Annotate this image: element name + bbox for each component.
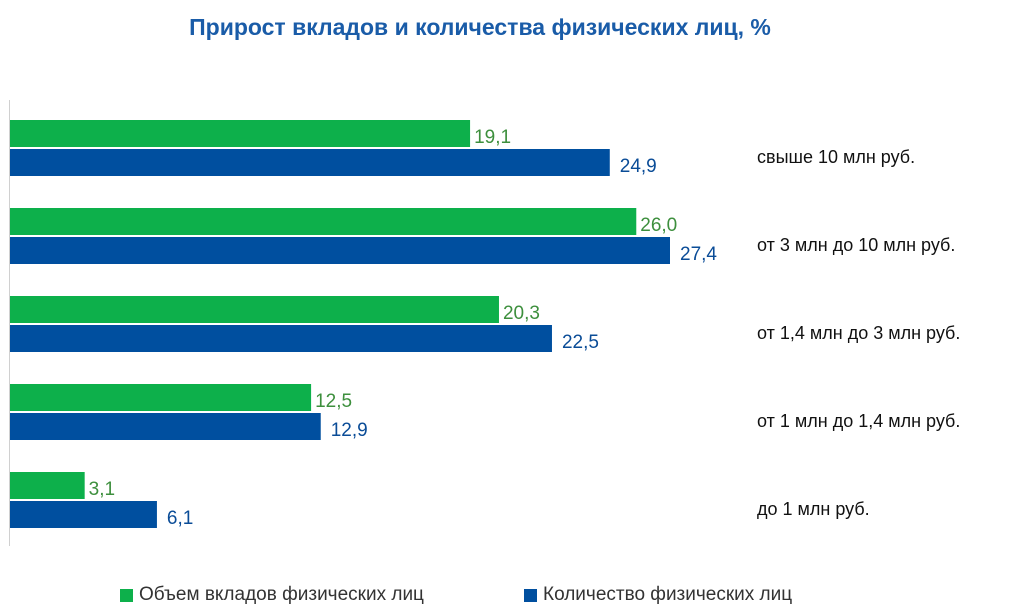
category-label: от 1 млн до 1,4 млн руб. [757,411,960,431]
bar-volume [10,120,471,147]
data-label: 12,5 [315,391,352,412]
legend-label: Количество физических лиц [543,584,793,605]
chart-title: Прирост вкладов и количества физических … [189,14,771,40]
legend-swatch-green [120,588,133,602]
data-label: 12,9 [331,420,368,441]
bar-count [10,237,670,264]
bar-count [10,149,610,176]
category-label: от 1,4 млн до 3 млн руб. [757,323,960,343]
legend-swatch-blue [524,588,537,602]
legend-item-volume: Объем вкладов физических лиц [120,584,424,606]
category-label: до 1 млн руб. [757,499,870,519]
category-label: от 3 млн до 10 млн руб. [757,235,955,255]
data-label: 24,9 [620,156,657,177]
legend-label: Объем вкладов физических лиц [139,584,424,605]
legend-item-count: Количество физических лиц [524,584,792,606]
data-label: 22,5 [562,332,599,353]
bar-volume [10,208,637,235]
bar-volume [10,296,499,323]
data-label: 20,3 [503,303,540,324]
bar-volume [10,384,312,411]
data-label: 27,4 [680,244,717,265]
data-label: 3,1 [89,479,115,500]
data-label: 6,1 [167,508,193,529]
bar-count [10,501,157,528]
category-label: свыше 10 млн руб. [757,147,915,167]
bar-volume [10,472,85,499]
bar-count [10,413,321,440]
data-label: 19,1 [474,127,511,148]
bar-count [10,325,552,352]
data-label: 26,0 [640,215,677,236]
